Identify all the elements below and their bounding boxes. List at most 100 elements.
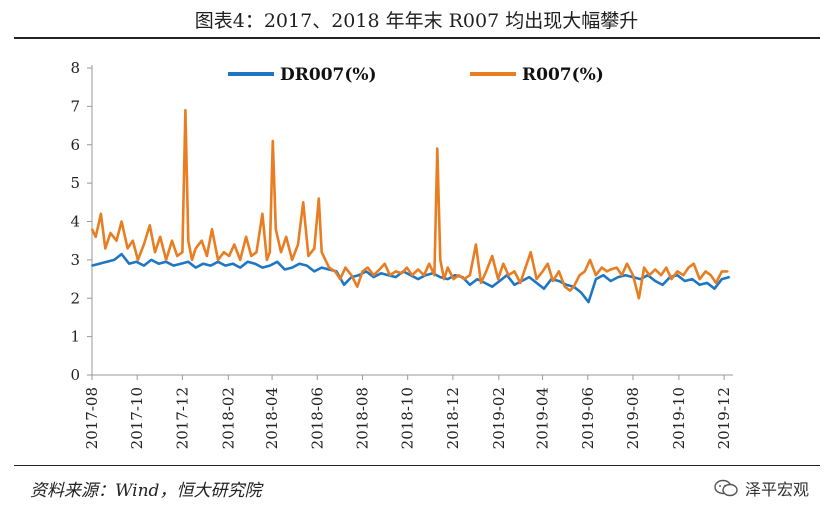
data-point: [624, 274, 627, 277]
data-point: [558, 280, 560, 282]
data-point: [120, 220, 123, 223]
x-axis: 2017-08 2017-10 2017-12 2018-02 2018-04 2018-…: [83, 374, 733, 449]
data-point: [491, 285, 494, 288]
y-tick-label: 7: [70, 97, 80, 115]
data-point: [417, 278, 419, 280]
data-point: [660, 274, 662, 277]
data-point: [661, 283, 664, 286]
data-point: [285, 235, 288, 238]
y-tick-label: 3: [70, 251, 80, 269]
data-point: [297, 243, 299, 246]
data-point: [172, 264, 175, 267]
data-point: [378, 268, 381, 271]
data-point: [433, 274, 436, 277]
x-tick-label: 2018-02: [219, 387, 237, 449]
x-tick-label: 2018-12: [444, 387, 462, 449]
data-point: [105, 260, 108, 263]
data-point: [135, 260, 138, 263]
data-point: [143, 243, 145, 246]
data-point: [91, 228, 93, 231]
data-point: [417, 268, 419, 271]
data-point: [317, 197, 320, 200]
data-point: [165, 260, 168, 263]
y-tick-label: 5: [70, 174, 80, 192]
data-point: [578, 274, 581, 277]
data-point: [217, 260, 219, 263]
data-point: [266, 259, 268, 261]
data-point: [583, 270, 586, 273]
data-point: [344, 266, 347, 269]
data-point: [654, 268, 657, 271]
data-point: [176, 255, 179, 257]
data-point: [609, 268, 612, 271]
data-point: [154, 251, 156, 254]
data-point: [307, 255, 310, 257]
data-point: [200, 239, 203, 242]
data-point: [443, 278, 445, 280]
data-point: [171, 239, 173, 242]
data-point: [91, 264, 93, 267]
x-tick-label: 2019-12: [715, 387, 733, 449]
data-point: [211, 228, 213, 231]
data-point: [128, 262, 131, 265]
data-point: [400, 272, 403, 275]
x-tick-label: 2017-10: [128, 387, 146, 449]
data-point: [609, 280, 612, 282]
data-point: [552, 280, 554, 282]
data-point: [271, 140, 274, 142]
data-point: [194, 266, 197, 269]
data-point: [255, 251, 258, 254]
data-point: [654, 280, 657, 282]
data-point: [268, 264, 271, 267]
legend-label: R007(%): [522, 65, 604, 85]
data-point: [383, 262, 386, 265]
data-point: [513, 283, 516, 286]
data-point: [682, 274, 685, 277]
wechat-icon: [714, 479, 738, 497]
data-point: [157, 262, 160, 265]
data-point: [328, 266, 330, 269]
data-point: [148, 224, 151, 227]
x-tick-label: 2017-08: [83, 387, 101, 449]
data-point: [187, 239, 190, 242]
data-point: [298, 262, 301, 265]
data-point: [638, 297, 640, 300]
data-point: [380, 272, 382, 275]
data-point: [698, 283, 701, 286]
data-point: [676, 274, 679, 277]
data-point: [709, 274, 712, 277]
data-point: [187, 260, 190, 263]
data-point: [365, 270, 368, 273]
data-point: [683, 280, 686, 282]
data-point: [524, 266, 527, 269]
data-point: [602, 274, 605, 277]
data-point: [372, 274, 375, 277]
data-point: [589, 259, 591, 261]
data-point: [706, 282, 708, 284]
data-point: [563, 285, 566, 288]
x-tick-label: 2018-10: [399, 387, 417, 449]
data-point: [339, 278, 342, 280]
data-point: [721, 270, 723, 273]
data-point: [463, 278, 465, 280]
data-point: [184, 109, 187, 112]
series-line: [90, 108, 728, 300]
data-point: [543, 287, 545, 290]
x-tick-label: 2019-02: [490, 387, 508, 449]
data-point: [436, 147, 439, 150]
data-point: [615, 266, 618, 269]
data-point: [291, 259, 293, 261]
data-point: [446, 278, 449, 280]
data-point: [126, 247, 129, 250]
data-point: [439, 276, 442, 278]
data-point: [343, 283, 345, 286]
chart-title: 图表4：2017、2018 年年末 R007 均出现大幅攀升: [194, 10, 639, 32]
data-point: [239, 266, 242, 269]
data-point: [713, 287, 716, 290]
data-point: [224, 264, 227, 267]
data-point: [519, 282, 522, 284]
data-point: [350, 274, 353, 277]
data-point: [558, 270, 560, 273]
data-point: [457, 274, 460, 277]
